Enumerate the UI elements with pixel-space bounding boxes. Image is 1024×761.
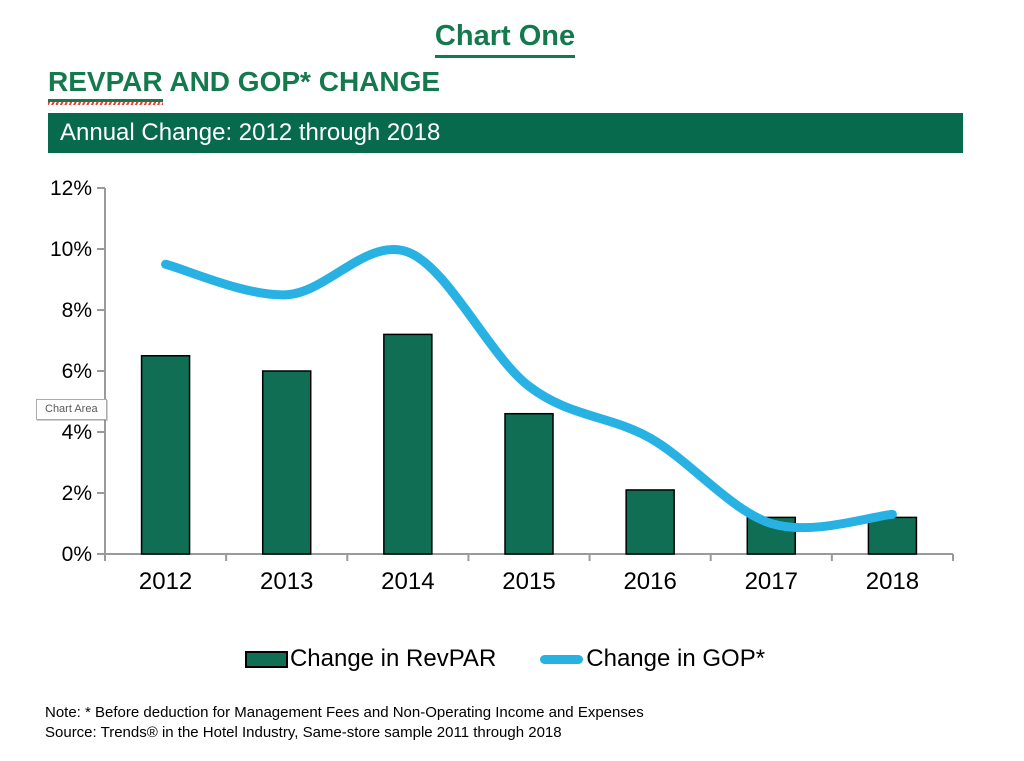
legend-label-revpar: Change in RevPAR <box>289 645 497 672</box>
chart-area-tooltip-text: Chart Area <box>45 403 98 415</box>
revpar-bar-2016[interactable] <box>625 489 675 555</box>
revpar-bar-2018[interactable] <box>867 516 918 555</box>
subtitle-rest: AND GOP* CHANGE <box>162 66 441 97</box>
x-tick-label-2014: 2014 <box>381 568 434 595</box>
subtitle-revpar-word: REVPAR <box>48 66 163 105</box>
chart-legend: Change in RevPAR Change in GOP* <box>0 645 1010 673</box>
revpar-bar-2015[interactable] <box>504 412 554 555</box>
y-tick-label: 10% <box>50 238 92 261</box>
footnote-note: Note: * Before deduction for Management … <box>45 704 644 721</box>
revpar-bar-swatch-icon <box>244 650 288 668</box>
y-tick-label: 2% <box>62 482 92 505</box>
chart-subtitle: REVPAR AND GOP* CHANGE <box>48 66 441 105</box>
page-title-text: Chart One <box>434 20 576 58</box>
banner-annual-change: Annual Change: 2012 through 2018 <box>48 113 963 153</box>
y-tick-label: 0% <box>62 543 92 566</box>
x-tick-label-2012: 2012 <box>139 568 192 595</box>
revpar-bar-2014[interactable] <box>383 333 433 555</box>
x-tick-label-2016: 2016 <box>623 568 676 595</box>
legend-item-revpar[interactable]: Change in RevPAR <box>244 645 497 673</box>
gop-change-line[interactable] <box>161 245 897 533</box>
legend-label-gop: Change in GOP* <box>586 645 766 672</box>
gop-line-swatch-icon <box>540 654 584 664</box>
x-tick-label-2018: 2018 <box>866 568 919 595</box>
footnotes: Note: * Before deduction for Management … <box>45 703 644 743</box>
x-tick-label-2017: 2017 <box>745 568 798 595</box>
x-tick-label-2015: 2015 <box>502 568 555 595</box>
y-tick-label: 4% <box>62 421 92 444</box>
y-tick-label: 6% <box>62 360 92 383</box>
banner-text: Annual Change: 2012 through 2018 <box>60 119 441 146</box>
revpar-bar-2012[interactable] <box>140 355 191 555</box>
revpar-bar-2013[interactable] <box>261 370 312 555</box>
chart-area-tooltip: Chart Area <box>36 399 107 420</box>
x-tick-label-2013: 2013 <box>260 568 313 595</box>
y-tick-label: 12% <box>50 177 92 200</box>
y-tick-label: 8% <box>62 299 92 322</box>
page-title: Chart One <box>0 20 1010 58</box>
legend-item-gop[interactable]: Change in GOP* <box>540 645 765 673</box>
footnote-source: Source: Trends® in the Hotel Industry, S… <box>45 724 562 741</box>
